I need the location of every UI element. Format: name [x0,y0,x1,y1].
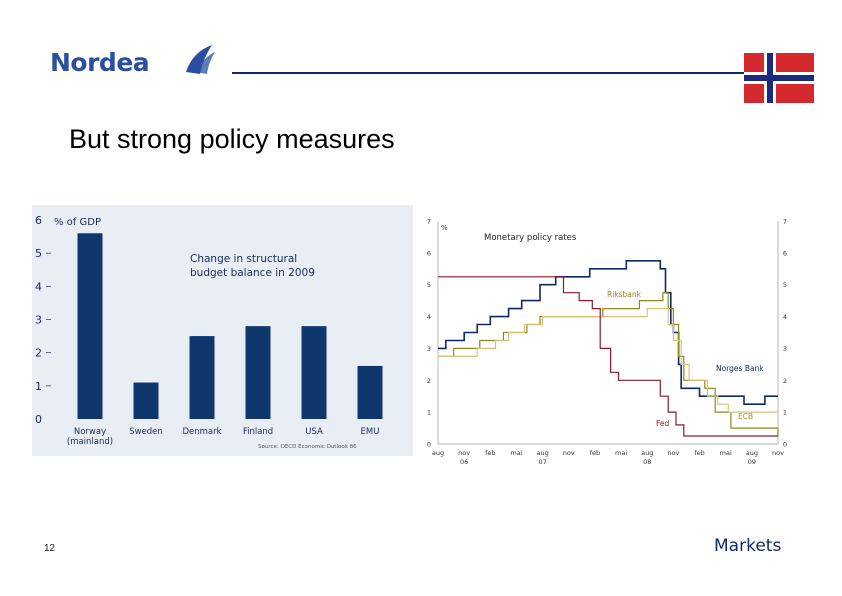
series-line-ecb [438,308,778,413]
bar-ytick-label: 5 [35,247,42,260]
norway-flag-icon [744,53,814,103]
line-ytick-right: 3 [783,345,787,353]
bar-ytick-label: 0 [35,413,42,426]
line-xtick-label: feb [485,449,495,457]
line-year-label: 09 [748,458,756,466]
line-xtick-label: feb [590,449,600,457]
budget-bar [189,336,215,419]
line-chart-ylabel: % [441,224,448,232]
bar-category-label: EMU [361,427,380,437]
bar-chart-title-line1: Change in structural [190,253,297,265]
bar-ytick-label: 6 [35,214,42,227]
nordea-logo: Nordea [50,42,220,82]
line-ytick-left: 5 [427,281,431,289]
slide-title: But strong policy measures [69,124,395,154]
bar-category-label: Norway [74,427,106,437]
page-number: 12 [44,543,56,554]
line-year-label: 08 [643,458,651,466]
line-xtick-label: aug [641,449,653,457]
line-xtick-label: feb [694,449,704,457]
line-xtick-label: aug [746,449,758,457]
line-ytick-left: 7 [427,218,431,226]
budget-bar [77,233,103,419]
budget-bar [133,382,159,419]
line-xtick-label: mai [720,449,732,457]
line-xtick-label: mai [615,449,627,457]
line-xtick-label: mai [510,449,522,457]
line-xtick-label: nov [667,449,679,457]
series-line-norges-bank [438,260,778,405]
bar-category-label: Finland [243,427,273,437]
series-label-ecb: ECB [738,412,753,421]
line-xtick-label: aug [432,449,444,457]
monetary-rates-chart: 0 0 1 1 2 2 3 3 4 4 5 5 6 6 7 7 aug nov feb mai aug nov feb ma… [420,208,790,470]
budget-balance-chart: 0 1 2 3 4 5 6 Norway (mainland) Sweden Denmark Fin… [32,205,413,456]
line-xtick-label: nov [772,449,784,457]
line-ytick-left: 2 [427,377,431,385]
line-ytick-left: 6 [427,249,431,257]
line-year-label: 07 [538,458,546,466]
line-ytick-left: 0 [427,441,431,449]
line-xtick-label: aug [536,449,548,457]
line-xtick-label: nov [563,449,575,457]
footer-brand: Markets [714,536,782,556]
series-line-riksbank [438,292,779,436]
line-year-label: 06 [460,458,468,466]
line-ytick-right: 0 [783,441,787,449]
series-label-fed: Fed [656,419,670,428]
header-rule [232,72,752,74]
line-ytick-right: 5 [783,281,787,289]
bar-category-label: Sweden [129,427,163,437]
bar-category-label: (mainland) [67,437,113,447]
bar-ytick-label: 4 [35,280,42,293]
series-label-riksbank: Riksbank [607,290,642,299]
line-ytick-right: 4 [783,313,787,321]
line-ytick-right: 2 [783,377,787,385]
bar-chart-ylabel: % of GDP [54,217,101,228]
line-xtick-label: nov [458,449,470,457]
line-ytick-right: 6 [783,249,787,257]
line-ytick-left: 3 [427,345,431,353]
bar-chart-title-line2: budget balance in 2009 [190,267,315,279]
line-ytick-right: 7 [783,218,787,226]
bar-category-label: Denmark [182,427,221,437]
series-line-fed [438,276,778,437]
line-ytick-left: 1 [427,409,431,417]
bar-chart-source: Source: OECD Economic Outlook 86 [258,444,357,450]
logo-text: Nordea [50,48,150,77]
line-ytick-left: 4 [427,313,431,321]
logo-sail-icon [186,45,215,74]
line-chart-title: Monetary policy rates [484,233,577,243]
bar-ytick-label: 2 [35,347,42,360]
bar-ytick-label: 1 [35,380,42,393]
budget-bar [245,326,271,419]
budget-bar [301,326,327,419]
line-ytick-right: 1 [783,409,787,417]
bar-category-label: USA [305,427,323,437]
bar-ytick-label: 3 [35,314,42,327]
series-label-norges-bank: Norges Bank [716,364,764,373]
budget-bar [357,365,383,419]
